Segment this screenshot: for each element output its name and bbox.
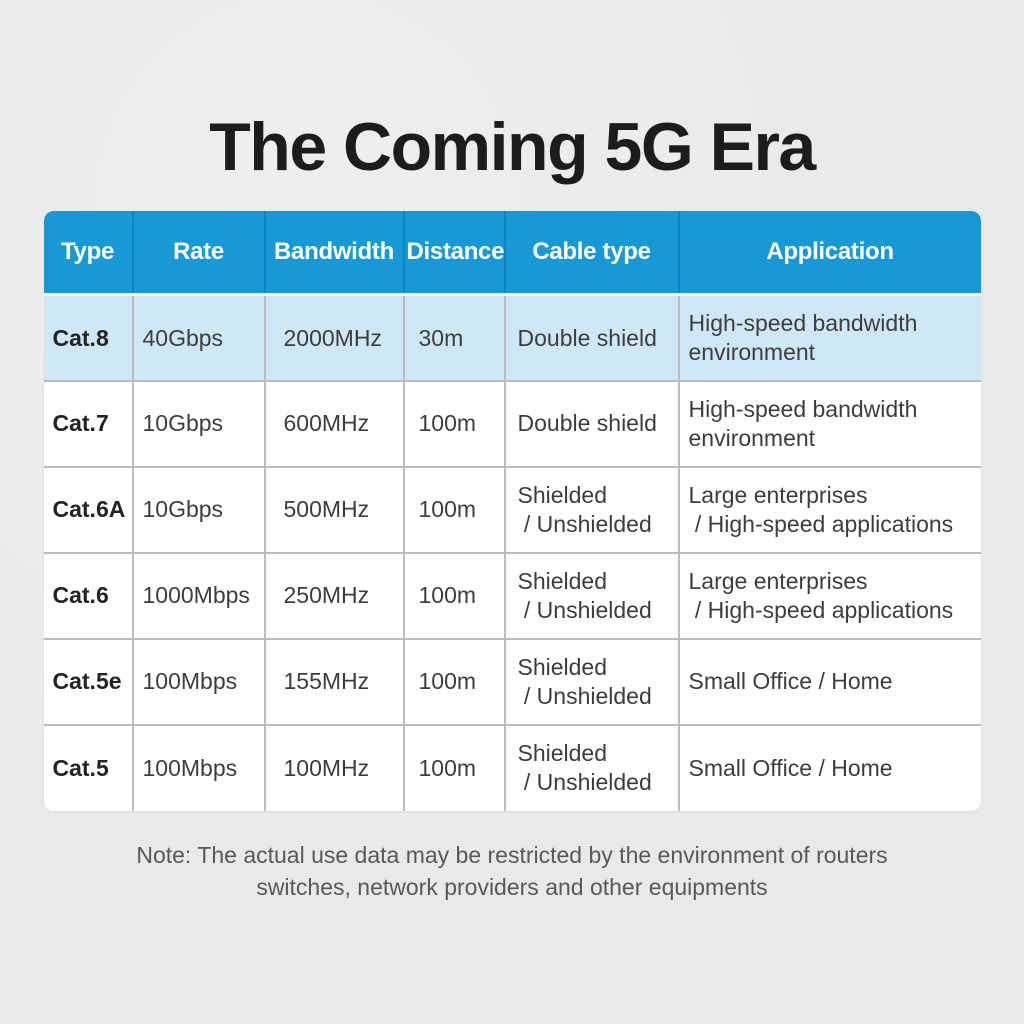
table-row-cat5: Cat.5 100Mbps 100MHz 100m Shielded / Uns… [43, 723, 981, 811]
cell-distance: 100m [403, 637, 506, 725]
cell-cable-type: Double shield [504, 294, 680, 381]
cell-type: Cat.5e [43, 637, 134, 725]
page-title: The Coming 5G Era [209, 109, 816, 185]
cell-distance: 100m [403, 379, 506, 467]
cell-type: Cat.6 [43, 551, 134, 639]
cable-categories-table: Type Rate Bandwidth Distance Cable type … [43, 210, 981, 811]
cell-cable-type: Shielded / Unshielded [504, 465, 680, 553]
column-header-application: Application [678, 210, 981, 297]
cell-distance: 100m [403, 551, 506, 639]
cell-type: Cat.5 [43, 723, 134, 811]
table-row-cat6a: Cat.6A 10Gbps 500MHz 100m Shielded / Uns… [43, 465, 981, 553]
column-header-type: Type [43, 210, 134, 297]
column-header-rate: Rate [132, 210, 266, 297]
cell-type: Cat.7 [43, 379, 134, 467]
cell-bandwidth: 100MHz [264, 723, 405, 811]
cell-distance: 30m [403, 294, 506, 381]
cell-bandwidth: 2000MHz [264, 294, 405, 381]
cell-rate: 10Gbps [132, 379, 266, 467]
cell-type: Cat.8 [43, 294, 134, 381]
cell-application: High-speed bandwidth environment [678, 379, 981, 467]
cable-categories-table-container: Type Rate Bandwidth Distance Cable type … [43, 210, 981, 811]
column-header-cable-type: Cable type [504, 210, 680, 297]
table-row-cat5e: Cat.5e 100Mbps 155MHz 100m Shielded / Un… [43, 637, 981, 725]
column-header-bandwidth: Bandwidth [264, 210, 405, 297]
cell-cable-type: Shielded / Unshielded [504, 551, 680, 639]
cell-rate: 100Mbps [132, 723, 266, 811]
cell-cable-type: Shielded / Unshielded [504, 723, 680, 811]
table-body: Cat.8 40Gbps 2000MHz 30m Double shield H… [43, 294, 981, 811]
cell-distance: 100m [403, 465, 506, 553]
table-header: Type Rate Bandwidth Distance Cable type … [43, 210, 981, 297]
cell-rate: 100Mbps [132, 637, 266, 725]
cell-distance: 100m [403, 723, 506, 811]
footnote: Note: The actual use data may be restric… [136, 841, 888, 901]
cell-type: Cat.6A [43, 465, 134, 553]
header-row: Type Rate Bandwidth Distance Cable type … [43, 210, 981, 297]
cell-application: Small Office / Home [678, 723, 981, 811]
cell-bandwidth: 155MHz [264, 637, 405, 725]
cell-bandwidth: 250MHz [264, 551, 405, 639]
table-row-cat8: Cat.8 40Gbps 2000MHz 30m Double shield H… [43, 294, 981, 381]
cell-rate: 1000Mbps [132, 551, 266, 639]
column-header-distance: Distance [403, 210, 506, 297]
cell-rate: 10Gbps [132, 465, 266, 553]
cell-cable-type: Double shield [504, 379, 680, 467]
cell-application: Small Office / Home [678, 637, 981, 725]
cell-rate: 40Gbps [132, 294, 266, 381]
cell-application: High-speed bandwidth environment [678, 294, 981, 381]
cell-application: Large enterprises / High-speed applicati… [678, 465, 981, 553]
cell-bandwidth: 600MHz [264, 379, 405, 467]
cell-application: Large enterprises / High-speed applicati… [678, 551, 981, 639]
table-row-cat6: Cat.6 1000Mbps 250MHz 100m Shielded / Un… [43, 551, 981, 639]
cell-cable-type: Shielded / Unshielded [504, 637, 680, 725]
cell-bandwidth: 500MHz [264, 465, 405, 553]
table-row-cat7: Cat.7 10Gbps 600MHz 100m Double shield H… [43, 379, 981, 467]
